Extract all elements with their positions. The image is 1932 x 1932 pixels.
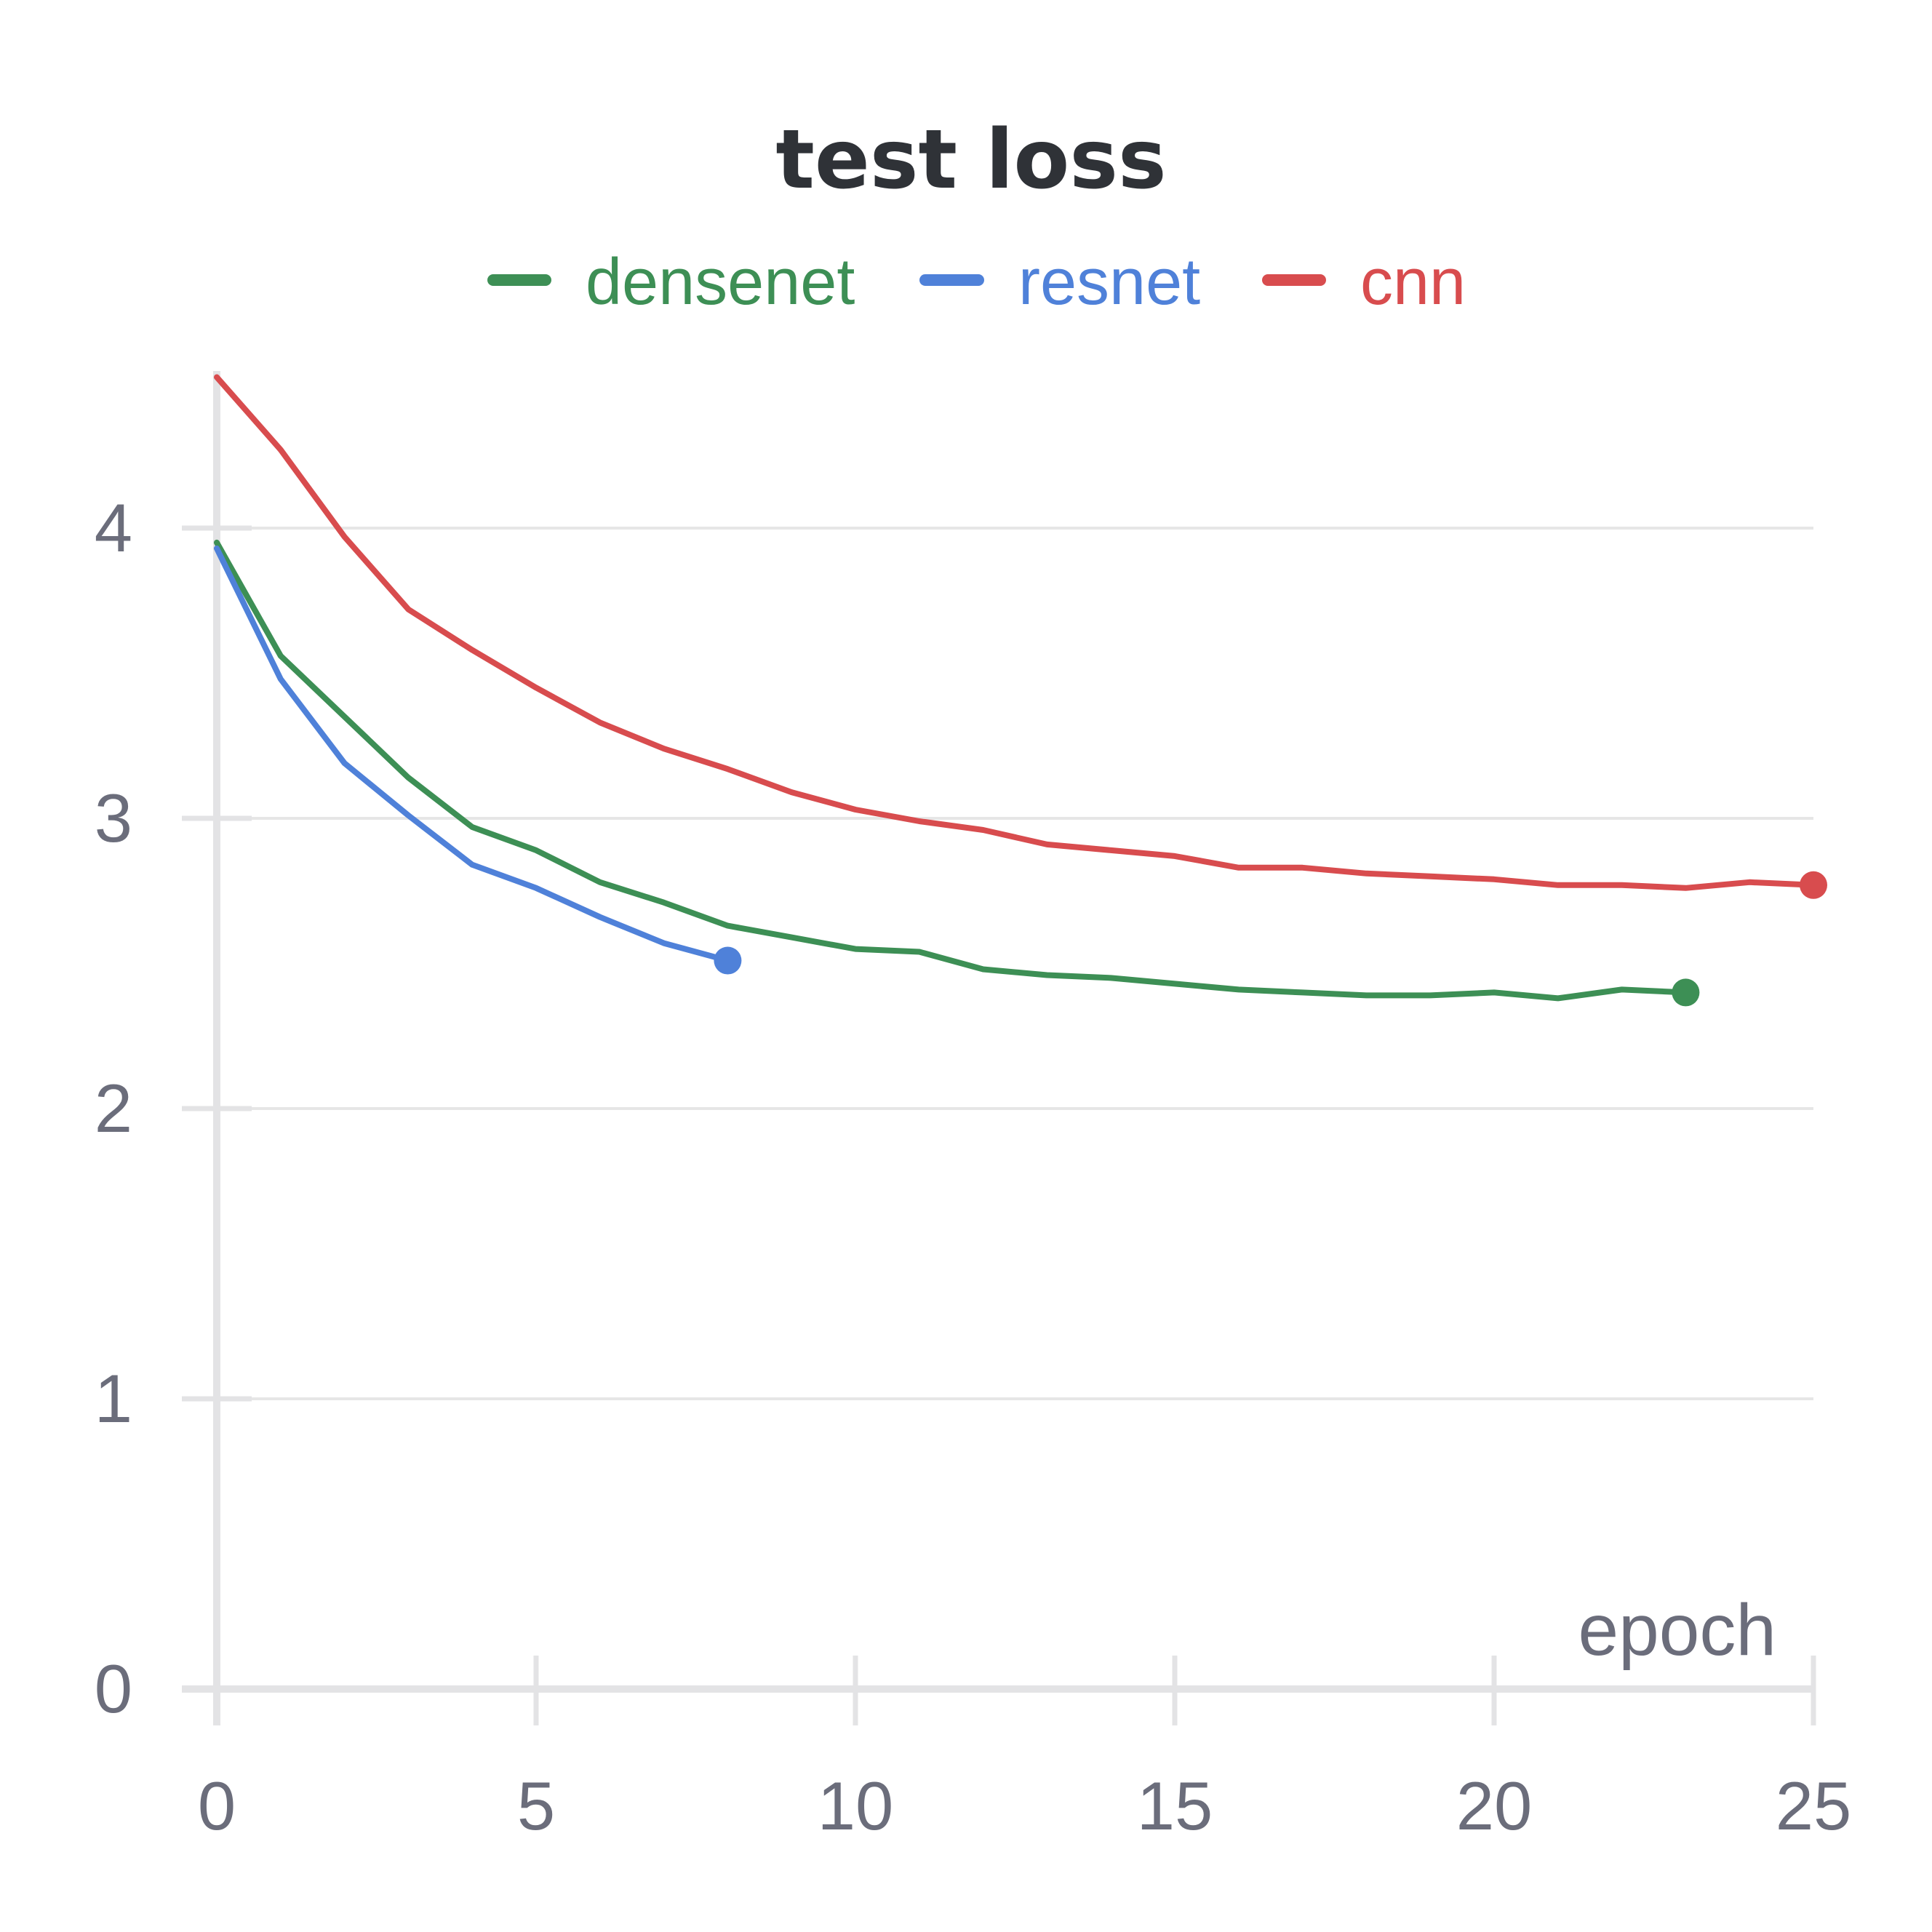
legend-label: resnet bbox=[1018, 246, 1200, 319]
x-tick-label: 5 bbox=[517, 1768, 555, 1844]
legend-item-densenet: densenet bbox=[487, 246, 855, 319]
series-line-densenet bbox=[214, 539, 1689, 1002]
y-tick-label: 2 bbox=[95, 1070, 132, 1146]
legend-label: densenet bbox=[586, 246, 855, 319]
grid-lines bbox=[217, 527, 1813, 1400]
x-tick-label: 15 bbox=[1137, 1768, 1213, 1844]
legend-item-cnn: cnn bbox=[1262, 246, 1466, 319]
x-tick-label: 20 bbox=[1456, 1768, 1533, 1844]
y-tick-label: 0 bbox=[95, 1650, 132, 1727]
series-end-point-resnet bbox=[714, 946, 742, 975]
series-layer bbox=[214, 374, 1827, 1007]
y-tick-label: 1 bbox=[95, 1360, 132, 1437]
series-end-point-cnn bbox=[1800, 871, 1827, 899]
y-tick-label: 3 bbox=[95, 780, 132, 856]
legend: densenet resnet cnn bbox=[487, 246, 1466, 319]
series-end-point-densenet bbox=[1672, 978, 1700, 1007]
chart-title: test loss bbox=[775, 113, 1166, 207]
axes: 0 1 2 3 4 0 5 10 15 20 25 bbox=[95, 371, 1852, 1844]
x-tick-label: 0 bbox=[198, 1768, 236, 1844]
y-tick-label: 4 bbox=[95, 490, 132, 566]
x-tick-label: 10 bbox=[818, 1768, 894, 1844]
x-tick-label: 25 bbox=[1776, 1768, 1852, 1844]
x-axis-label: epoch bbox=[1578, 1589, 1776, 1671]
series-line-cnn bbox=[214, 374, 1816, 891]
legend-item-resnet: resnet bbox=[919, 246, 1200, 319]
legend-label: cnn bbox=[1360, 246, 1466, 319]
series-line-resnet bbox=[214, 545, 731, 964]
